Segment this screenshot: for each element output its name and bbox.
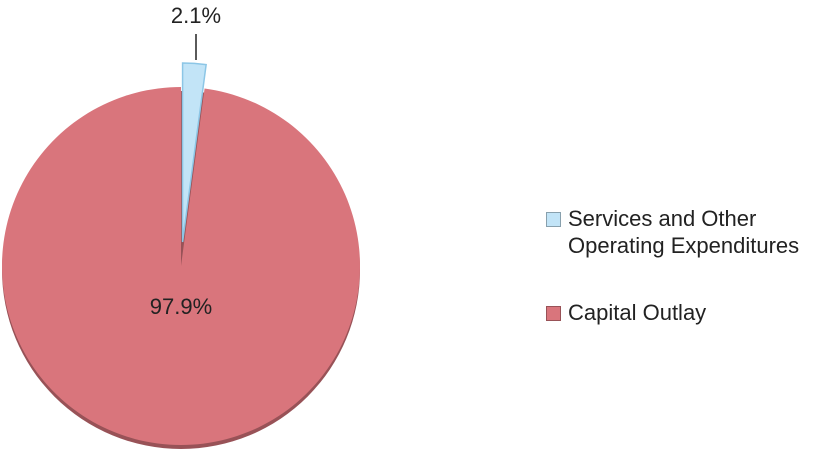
legend-item: Capital Outlay	[546, 299, 830, 326]
legend-label: Capital Outlay	[568, 300, 707, 325]
legend-swatch	[546, 306, 561, 321]
pie-slice	[181, 62, 207, 243]
legend-swatch	[546, 212, 561, 227]
legend: Services and Other Operating Expenditure…	[546, 205, 830, 366]
data-label: 2.1%	[171, 3, 221, 28]
legend-item: Services and Other Operating Expenditure…	[546, 205, 830, 259]
data-label: 97.9%	[150, 294, 212, 319]
pie-slice	[1, 87, 360, 445]
legend-label: Services and Other Operating Expenditure…	[568, 206, 800, 258]
